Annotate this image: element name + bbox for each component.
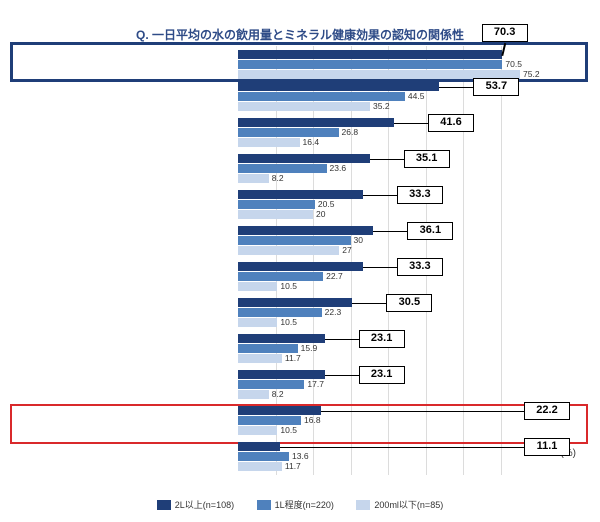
bar <box>238 380 304 389</box>
bar <box>238 370 325 379</box>
callout-value: 36.1 <box>407 222 453 240</box>
bar <box>238 298 352 307</box>
callout-leader <box>325 339 359 341</box>
callout-value: 33.3 <box>397 258 443 276</box>
bar-value: 20.5 <box>318 199 335 209</box>
bar <box>238 138 300 147</box>
legend-swatch-0 <box>157 500 171 510</box>
bar <box>238 318 277 327</box>
bar-value: 27 <box>342 245 351 255</box>
bar <box>238 128 339 137</box>
bar <box>238 102 370 111</box>
bar <box>238 246 339 255</box>
callout-leader <box>394 123 428 125</box>
bar-value: 17.7 <box>307 379 324 389</box>
legend-label: 200ml以下(n=85) <box>374 500 443 510</box>
callout-leader <box>439 87 473 89</box>
bar <box>238 262 363 271</box>
bar-value: 23.6 <box>330 163 347 173</box>
bar-value: 35.2 <box>373 101 390 111</box>
bar <box>238 200 315 209</box>
legend-item: 200ml以下(n=85) <box>356 498 443 511</box>
callout-value: 53.7 <box>473 78 519 96</box>
bar <box>238 92 405 101</box>
legend-item: 2L以上(n=108) <box>157 498 234 511</box>
callout-value: 23.1 <box>359 366 405 384</box>
bar-value: 22.3 <box>325 307 342 317</box>
bar <box>238 452 289 461</box>
bar-value: 8.2 <box>272 389 284 399</box>
bar <box>238 354 282 363</box>
callout-value: 22.2 <box>524 402 570 420</box>
bar <box>238 462 282 471</box>
callout-value: 33.3 <box>397 186 443 204</box>
callout-value: 35.1 <box>404 150 450 168</box>
callout-value: 41.6 <box>428 114 474 132</box>
callout-leader <box>370 159 404 161</box>
callout-leader <box>373 231 407 233</box>
bar <box>238 82 439 91</box>
bar-value: 20 <box>316 209 325 219</box>
bar-value: 15.9 <box>301 343 318 353</box>
bar <box>238 118 394 127</box>
bar <box>238 226 373 235</box>
bar <box>238 60 502 69</box>
bar-value: 11.7 <box>285 461 301 471</box>
bar <box>238 282 277 291</box>
bar <box>238 210 313 219</box>
bar <box>238 406 321 415</box>
callout-leader <box>352 303 386 305</box>
callout-value: 23.1 <box>359 330 405 348</box>
bar <box>238 236 351 245</box>
bar-value: 16.4 <box>303 137 320 147</box>
callout-leader <box>280 447 524 449</box>
legend-item: 1L程度(n=220) <box>257 498 334 511</box>
bar-value: 26.8 <box>342 127 359 137</box>
legend-label: 2L以上(n=108) <box>175 500 234 510</box>
bar-value: 22.7 <box>326 271 343 281</box>
bar-value: 10.5 <box>280 317 297 327</box>
callout-value: 70.3 <box>482 24 528 42</box>
bar-value: 30 <box>354 235 363 245</box>
legend: 2L以上(n=108) 1L程度(n=220) 200ml以下(n=85) <box>0 498 600 511</box>
legend-label: 1L程度(n=220) <box>275 500 334 510</box>
bar-value: 75.2 <box>523 69 540 79</box>
callout-leader <box>363 267 397 269</box>
bar <box>238 390 269 399</box>
bar <box>238 164 327 173</box>
bar <box>238 442 280 451</box>
bar <box>238 174 269 183</box>
bar-value: 16.8 <box>304 415 321 425</box>
bar-value: 8.2 <box>272 173 284 183</box>
callout-leader <box>325 375 359 377</box>
legend-swatch-2 <box>356 500 370 510</box>
callout-value: 30.5 <box>386 294 432 312</box>
bar-value: 10.5 <box>280 281 297 291</box>
bar <box>238 416 301 425</box>
legend-swatch-1 <box>257 500 271 510</box>
bar <box>238 426 277 435</box>
callout-value: 11.1 <box>524 438 570 456</box>
bar-value: 44.5 <box>408 91 425 101</box>
bar-value: 10.5 <box>280 425 297 435</box>
bar <box>238 190 363 199</box>
bar <box>238 154 370 163</box>
bar <box>238 334 325 343</box>
bar-value: 13.6 <box>292 451 309 461</box>
bar <box>238 272 323 281</box>
bar-value: 70.5 <box>505 59 522 69</box>
bar-value: 11.7 <box>285 353 301 363</box>
callout-leader <box>321 411 524 413</box>
bar <box>238 308 322 317</box>
bar <box>238 344 298 353</box>
bar <box>238 50 502 59</box>
callout-leader <box>363 195 397 197</box>
